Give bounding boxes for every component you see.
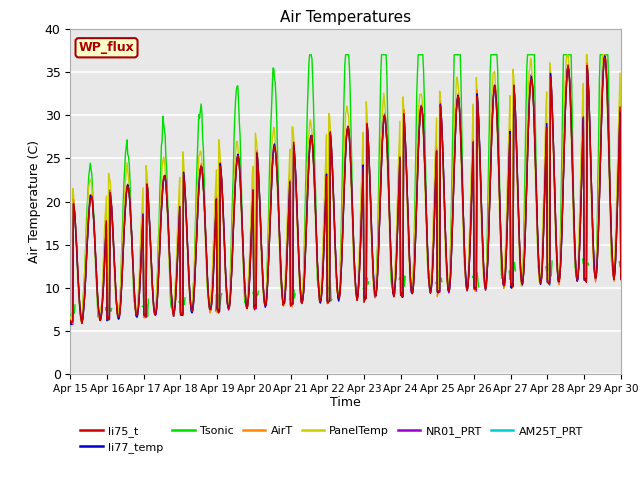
X-axis label: Time: Time xyxy=(330,396,361,408)
Y-axis label: Air Temperature (C): Air Temperature (C) xyxy=(28,140,40,263)
Text: WP_flux: WP_flux xyxy=(79,41,134,54)
Title: Air Temperatures: Air Temperatures xyxy=(280,10,411,25)
Legend: li75_t, li77_temp, Tsonic, AirT, PanelTemp, NR01_PRT, AM25T_PRT: li75_t, li77_temp, Tsonic, AirT, PanelTe… xyxy=(76,421,588,458)
